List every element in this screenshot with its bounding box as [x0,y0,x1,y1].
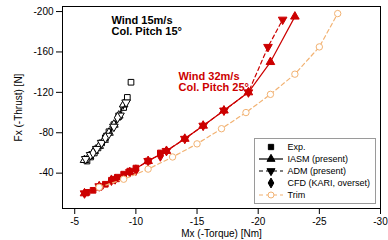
svg-text:-30: -30 [373,216,388,227]
html-text:IASM (present): IASM (present) [287,154,348,164]
html-text:Exp.: Exp. [287,142,306,152]
svg-text:-20: -20 [251,216,266,227]
html-text:ADM (present): ADM (present) [287,166,346,176]
svg-text:-15: -15 [190,216,205,227]
svg-text:-10: -10 [129,216,144,227]
svg-text:Wind 32m/sCol. Pitch 25°: Wind 32m/sCol. Pitch 25° [179,70,249,93]
svg-text:Wind 15m/sCol. Pitch 15°: Wind 15m/sCol. Pitch 15° [112,14,182,37]
html-text:Trim: Trim [287,190,306,200]
svg-text:Mx (-Torque) [Nm]: Mx (-Torque) [Nm] [181,228,262,239]
svg-text:-160: -160 [33,46,53,57]
svg-text:-80: -80 [39,127,54,138]
svg-text:-200: -200 [33,6,53,17]
svg-text:Fx (-Thrust) [N]: Fx (-Thrust) [N] [13,73,24,141]
html-text:CFD (KARI, overset): CFD (KARI, overset) [287,178,370,188]
svg-text:-25: -25 [312,216,327,227]
svg-text:-120: -120 [33,87,53,98]
svg-text:-5: -5 [70,216,79,227]
svg-text:-40: -40 [39,167,54,178]
